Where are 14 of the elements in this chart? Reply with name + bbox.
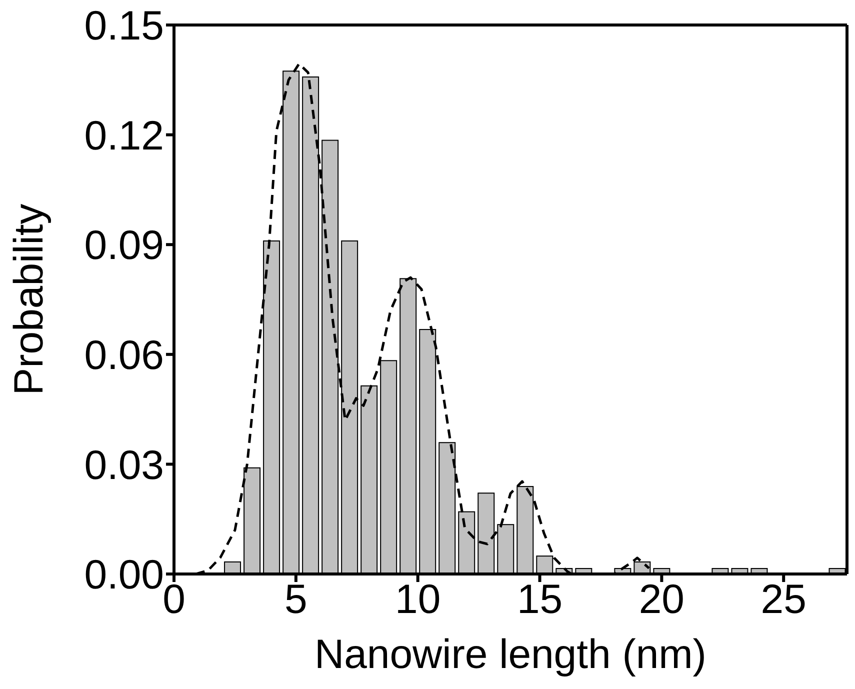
y-tick-label: 0.09 [84, 222, 164, 268]
x-tick-label: 5 [284, 576, 308, 622]
y-tick-label: 0.03 [84, 442, 164, 488]
x-axis-title: Nanowire length (nm) [314, 631, 706, 677]
y-tick-label: 0.15 [84, 2, 164, 49]
x-tick-label: 10 [395, 576, 441, 622]
y-tick-label: 0.06 [84, 332, 164, 378]
x-tick-label: 15 [516, 576, 563, 622]
x-tick-label: 0 [162, 576, 186, 622]
y-tick-label: 0.12 [84, 112, 164, 158]
x-tick-label: 20 [638, 576, 684, 622]
x-tick-label: 25 [760, 576, 806, 622]
y-axis-title: Probability [6, 203, 52, 396]
y-tick-label: 0.00 [84, 552, 164, 598]
